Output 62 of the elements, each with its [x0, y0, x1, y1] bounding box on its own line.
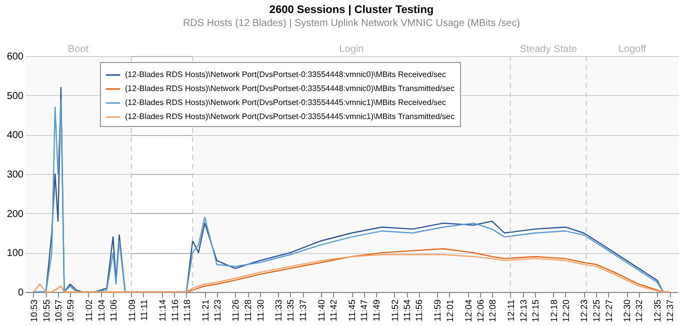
x-tick-label: 11:37 [298, 300, 308, 322]
x-tick-label: 12:15 [530, 300, 540, 322]
x-tick-label: 12:01 [444, 300, 455, 322]
y-tick-label: 200 [6, 208, 24, 220]
y-tick-label: 300 [6, 170, 24, 180]
x-tick-label: 12:25 [592, 300, 602, 322]
x-tick-label: 12:08 [488, 300, 498, 322]
x-tick-label: 10:55 [41, 300, 52, 322]
x-tick-label: 12:27 [604, 300, 614, 322]
legend-label: (12-Blades RDS Hosts)\Network Port(DvsPortset-0:33554448:vmnic0)\MBits Received/sec [125, 70, 446, 79]
x-tick-label: 12:23 [579, 300, 590, 322]
x-tick-label: 11:47 [359, 300, 370, 322]
chart-title: 2600 Sessions | Cluster Testing [269, 4, 434, 16]
x-tick-label: 11:11 [138, 300, 149, 321]
x-tick-label: 11:40 [316, 300, 327, 322]
x-tick-label: 11:04 [96, 300, 106, 322]
x-tick-label: 10:53 [28, 300, 39, 322]
x-tick-label: 11:52 [390, 300, 400, 322]
x-tick-label: 11:45 [347, 300, 357, 322]
x-tick-label: 11:21 [200, 300, 210, 322]
x-tick-label: 12:04 [463, 300, 474, 322]
x-tick-label: 12:30 [622, 300, 632, 322]
x-tick-label: 10:57 [54, 300, 64, 322]
y-tick-label: 500 [6, 90, 24, 102]
x-tick-label: 11:14 [157, 300, 168, 322]
x-tick-label: 12:32 [634, 300, 644, 322]
legend-label: (12-Blades RDS Hosts)\Network Port(DvsPortset-0:33554445:vmnic1)\MBits Received/sec [125, 98, 446, 107]
band-label: Login [339, 44, 364, 55]
x-tick-label: 10:59 [66, 300, 76, 322]
x-tick-label: 12:37 [665, 300, 676, 322]
x-tick-label: 11:42 [328, 300, 339, 322]
x-tick-label: 11:06 [108, 300, 119, 322]
x-tick-label: 11:56 [414, 300, 424, 322]
x-tick-label: 11:23 [212, 300, 222, 322]
x-tick-label: 12:11 [506, 300, 516, 322]
x-tick-label: 11:09 [126, 300, 137, 322]
x-tick-label: 11:35 [286, 300, 296, 322]
y-tick-label: 0 [18, 288, 24, 298]
x-tick-label: 11:16 [170, 300, 180, 322]
x-tick-label: 12:35 [652, 300, 663, 322]
y-tick-label: 400 [6, 130, 24, 142]
band-label: Logoff [618, 44, 646, 55]
chart-subtitle: RDS Hosts (12 Blades) | System Uplink Network VMNIC Usage (MBits /sec) [182, 18, 520, 29]
legend-label: (12-Blades RDS Hosts)\Network Port(DvsPortset-0:33554445:vmnic1)\MBits Transmitted/sec [125, 112, 454, 121]
x-tick-label: 11:33 [274, 300, 284, 322]
y-tick-label: 100 [6, 248, 24, 260]
x-tick-label: 11:30 [255, 300, 266, 322]
y-tick-label: 600 [6, 52, 24, 62]
x-tick-label: 11:59 [432, 300, 442, 322]
x-tick-label: 11:49 [372, 300, 382, 322]
x-tick-label: 12:20 [560, 300, 571, 322]
band-label: Steady State [520, 44, 578, 55]
x-tick-label: 12:06 [475, 300, 486, 322]
x-tick-label: 12:18 [548, 300, 559, 322]
x-tick-label: 11:28 [243, 300, 254, 322]
legend-label: (12-Blades RDS Hosts)\Network Port(DvsPortset-0:33554448:vmnic0)\MBits Transmitted/sec [125, 84, 454, 93]
x-tick-label: 11:54 [402, 300, 412, 322]
x-tick-label: 11:02 [84, 300, 94, 322]
x-tick-label: 11:26 [230, 300, 241, 322]
band-label: Boot [68, 44, 89, 55]
x-tick-label: 11:18 [182, 300, 192, 322]
x-tick-label: 12:13 [518, 300, 528, 322]
